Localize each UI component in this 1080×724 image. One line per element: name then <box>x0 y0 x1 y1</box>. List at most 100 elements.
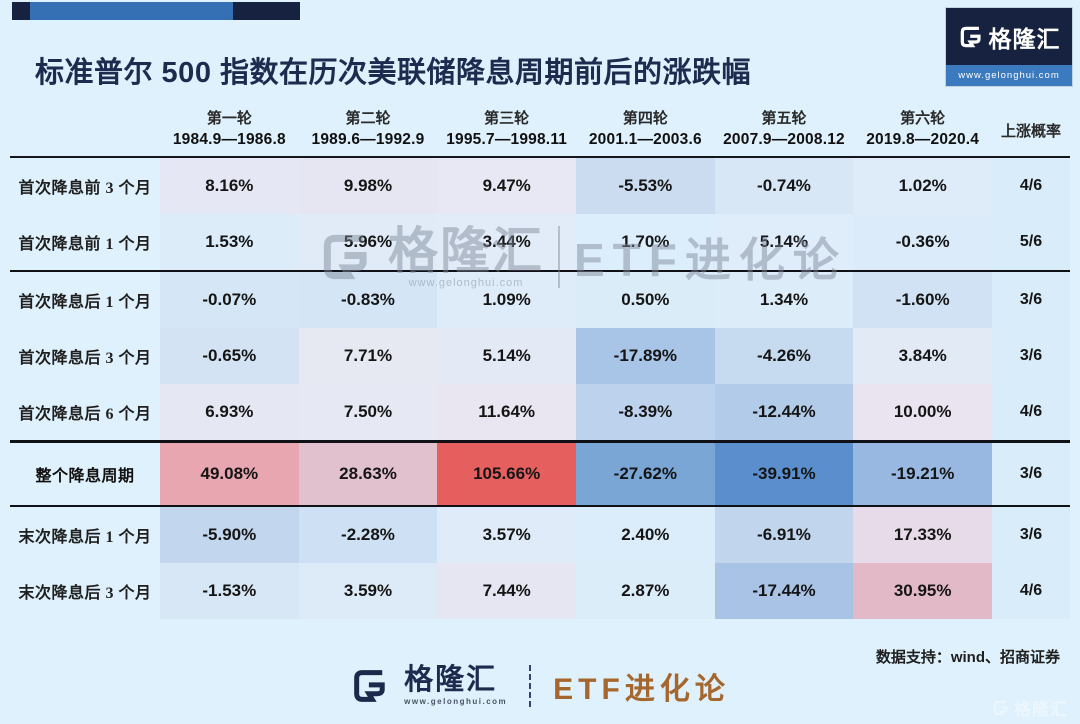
win-rate-cell: 4/6 <box>992 384 1070 440</box>
table-row: 首次降息后 1 个月 -0.07% -0.83% 1.09% 0.50% 1.34% -1.… <box>10 272 1070 328</box>
value-cell-r2c4: 1.70% <box>576 213 715 270</box>
column-period-label: 1995.7—1998.11 <box>446 130 568 148</box>
column-period-label: 2001.1—2003.6 <box>588 130 702 148</box>
footer-brand-wrap: 格隆汇 www.gelonghui.com <box>404 666 507 706</box>
row-label: 首次降息后 6 个月 <box>18 406 152 423</box>
value-cell-r5c5: -12.44% <box>714 384 854 440</box>
column-period-label: 2007.9—2008.12 <box>723 130 845 148</box>
value-cell-r4c1: -0.65% <box>160 328 299 384</box>
value-cell-r7c1: -5.90% <box>160 507 299 563</box>
value-cell-r3c6: -1.60% <box>853 272 992 328</box>
gelonghui-g-icon <box>960 26 981 47</box>
value-cell-r7c3: 3.57% <box>437 507 576 563</box>
value-cell-r1c1: 8.16% <box>160 157 299 214</box>
value-cell-r8c5: -17.44% <box>714 563 854 619</box>
win-rate-cell: 3/6 <box>992 442 1070 505</box>
row-label: 末次降息后 1 个月 <box>18 529 152 546</box>
column-round-label: 第三轮 <box>484 111 530 128</box>
table-row: 末次降息后 1 个月 -5.90% -2.28% 3.57% 2.40% -6.91% 17… <box>10 507 1070 563</box>
table-rule <box>10 440 1070 443</box>
value-cell-r2c1: 1.53% <box>160 213 299 270</box>
column-period-label: 1989.6—1992.9 <box>311 130 425 148</box>
table-row: 首次降息前 3 个月 8.16% 9.98% 9.47% -5.53% -0.74% 1.0… <box>10 157 1070 214</box>
table-rule <box>10 269 1070 272</box>
value-cell-r4c2: 7.71% <box>298 328 438 384</box>
value-cell-r3c1: -0.07% <box>160 272 299 328</box>
value-cell-r5c2: 7.50% <box>298 384 438 440</box>
gelonghui-logo-badge: 格隆汇 www.gelonghui.com <box>946 8 1072 86</box>
value-cell-r5c4: -8.39% <box>576 384 715 440</box>
value-cell-r8c4: 2.87% <box>576 563 715 619</box>
win-rate-cell: 3/6 <box>992 507 1070 563</box>
win-rate-cell: 4/6 <box>992 157 1070 214</box>
value-cell-r6c1: 49.08% <box>160 442 299 505</box>
value-cell-r1c3: 9.47% <box>437 157 576 214</box>
row-label: 首次降息前 1 个月 <box>18 235 152 253</box>
column-period-label: 2019.8—2020.4 <box>866 130 980 148</box>
column-period-label: 1984.9—1986.8 <box>172 130 286 148</box>
column-header-round-3: 第三轮 1995.7—1998.11 <box>437 109 576 150</box>
rate-cut-table: 第一轮 1984.9—1986.8 第二轮 1989.6—1992.9 第三轮 1995.… <box>10 104 1070 619</box>
value-cell-r2c3: 3.44% <box>437 213 576 270</box>
deco-blue-bar <box>30 2 233 20</box>
column-header-round-1: 第一轮 1984.9—1986.8 <box>160 109 299 150</box>
row-label: 首次降息前 3 个月 <box>18 179 152 197</box>
value-cell-r8c2: 3.59% <box>298 563 438 619</box>
value-cell-r4c6: 3.84% <box>853 328 992 384</box>
value-cell-r2c6: -0.36% <box>853 213 992 270</box>
value-cell-r3c4: 0.50% <box>576 272 715 328</box>
win-rate-cell: 3/6 <box>992 272 1070 328</box>
brand-name: 格隆汇 <box>988 25 1061 52</box>
column-round-label: 第二轮 <box>345 111 391 128</box>
value-cell-r1c2: 9.98% <box>298 157 438 214</box>
value-cell-r6c3: 105.66% <box>437 442 576 505</box>
deco-navy-block-left <box>12 2 30 20</box>
footer-logo-lockup: 格隆汇 www.gelonghui.com ETF进化论 <box>0 664 1080 708</box>
value-cell-r5c1: 6.93% <box>160 384 299 440</box>
value-cell-r8c6: 30.95% <box>853 563 992 619</box>
column-round-label: 第六轮 <box>900 111 946 128</box>
row-label: 首次降息后 3 个月 <box>18 350 152 367</box>
value-cell-r1c4: -5.53% <box>576 157 715 214</box>
row-label: 末次降息后 3 个月 <box>18 585 152 602</box>
footer-divider <box>529 665 532 707</box>
value-cell-r1c5: -0.74% <box>714 157 854 214</box>
value-cell-r6c2: 28.63% <box>298 442 438 505</box>
footer-brand-url: www.gelonghui.com <box>404 697 508 706</box>
value-cell-r6c5: -39.91% <box>714 442 854 505</box>
corner-brand: 格隆汇 <box>1014 700 1068 719</box>
value-cell-r7c2: -2.28% <box>298 507 438 563</box>
value-cell-r3c3: 1.09% <box>437 272 576 328</box>
footer-g-icon <box>354 670 385 702</box>
column-round-label: 第一轮 <box>206 111 252 128</box>
footer-brand: 格隆汇 <box>404 664 498 696</box>
column-header-round-6: 第六轮 2019.8—2020.4 <box>853 109 992 150</box>
value-cell-r3c5: 1.34% <box>714 272 854 328</box>
value-cell-r4c5: -4.26% <box>714 328 854 384</box>
gelonghui-logo-main: 格隆汇 <box>946 8 1072 65</box>
win-rate-cell: 4/6 <box>992 563 1070 619</box>
value-cell-r6c6: -19.21% <box>853 442 992 505</box>
table-row: 首次降息后 6 个月 6.93% 7.50% 11.64% -8.39% -12.44% 1… <box>10 384 1070 440</box>
value-cell-r7c5: -6.91% <box>714 507 854 563</box>
table-rule <box>10 156 1070 158</box>
table-row: 整个降息周期 49.08% 28.63% 105.66% -27.62% -39.91% -… <box>10 442 1070 505</box>
value-cell-r4c3: 5.14% <box>437 328 576 384</box>
footer-etf-label: ETF进化论 <box>553 673 730 706</box>
brand-url: www.gelonghui.com <box>946 65 1072 86</box>
column-header-round-5: 第五轮 2007.9—2008.12 <box>715 109 854 150</box>
column-header-round-2: 第二轮 1989.6—1992.9 <box>299 109 438 150</box>
table-rule <box>10 504 1070 507</box>
value-cell-r3c2: -0.83% <box>298 272 438 328</box>
row-label: 整个降息周期 <box>35 467 135 485</box>
value-cell-r7c6: 17.33% <box>853 507 992 563</box>
deco-navy-block-right <box>233 2 300 20</box>
value-cell-r2c5: 5.14% <box>714 213 854 270</box>
value-cell-r2c2: 5.96% <box>298 213 438 270</box>
value-cell-r8c1: -1.53% <box>160 563 299 619</box>
value-cell-r5c6: 10.00% <box>853 384 992 440</box>
table-row: 末次降息后 3 个月 -1.53% 3.59% 7.44% 2.87% -17.44% 30… <box>10 563 1070 619</box>
win-rate-cell: 5/6 <box>992 213 1070 270</box>
page-title: 标准普尔 500 指数在历次美联储降息周期前后的涨跌幅 <box>35 57 752 90</box>
column-header-round-4: 第四轮 2001.1—2003.6 <box>576 109 715 150</box>
